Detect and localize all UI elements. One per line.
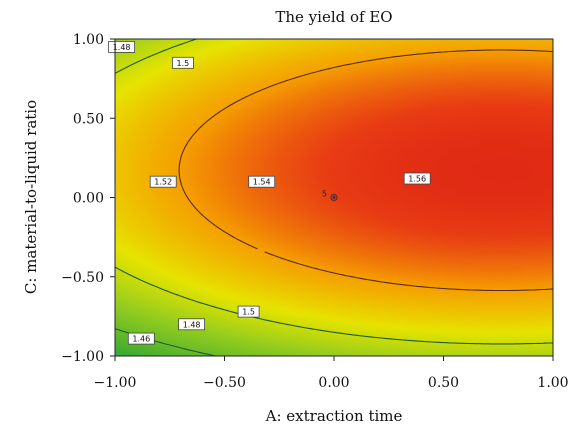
- contour-label-box: [149, 175, 177, 188]
- contour-label-text: 1.52: [154, 178, 172, 187]
- y-tick-label: 0.50: [73, 111, 104, 127]
- contour-labels: 1.48 1.5 1.52 1.54 1.56 1.5 1.48 1.46: [108, 41, 431, 345]
- x-tick-label: −0.50: [203, 375, 246, 391]
- contour-label: 1.5: [171, 56, 194, 69]
- x-tick-label: −1.00: [94, 375, 137, 391]
- plot-area: 1.48 1.5 1.52 1.54 1.56 1.5 1.48 1.46 5: [108, 38, 554, 357]
- x-tick-label: 0.00: [318, 375, 349, 391]
- contour-label-box: [108, 41, 135, 53]
- y-tick-label: 1.00: [73, 32, 104, 48]
- x-tick-label: 0.50: [428, 375, 459, 391]
- y-tick-label: 0.00: [73, 191, 104, 207]
- contour-label-text: 1.5: [177, 59, 190, 68]
- x-axis-title: A: extraction time: [265, 407, 403, 425]
- contour-label-box: [403, 172, 431, 185]
- design-point: 5: [322, 190, 338, 202]
- x-tick-label: 1.00: [537, 375, 568, 391]
- x-axis: −1.00 −0.50 0.00 0.50 1.00: [94, 356, 569, 391]
- contour-label-box: [127, 332, 155, 345]
- contour-label: 1.54: [248, 175, 276, 188]
- contour-label-box: [178, 318, 206, 331]
- design-point-center: [332, 196, 336, 199]
- contour-label-text: 1.54: [253, 178, 271, 187]
- contour-label-text: 1.48: [183, 320, 201, 329]
- y-tick-label: −0.50: [61, 270, 104, 286]
- contour-label: 1.46: [127, 332, 155, 345]
- y-tick-label: −1.00: [61, 349, 104, 365]
- contour-label-box: [248, 175, 276, 188]
- contour-label: 1.48: [108, 41, 135, 53]
- contour-label: 1.48: [178, 318, 206, 331]
- y-axis-title: C: material-to-liquid ratio: [22, 100, 40, 294]
- contour-label: 1.52: [149, 175, 177, 188]
- y-axis: −1.00 −0.50 0.00 0.50 1.00: [61, 32, 115, 365]
- contour-label: 1.56: [403, 172, 431, 185]
- contour-label-text: 1.5: [242, 308, 255, 317]
- contour-line-1-52: [114, 38, 554, 345]
- design-point-label: 5: [322, 190, 327, 199]
- plot-title: The yield of EO: [275, 8, 392, 26]
- contour-line-1-54: [178, 49, 554, 292]
- contour-label-text: 1.46: [132, 335, 150, 344]
- contour-label-text: 1.48: [113, 43, 131, 52]
- contour-label-box: [237, 305, 260, 318]
- contour-label-box: [171, 56, 194, 69]
- contour-label-text: 1.56: [408, 175, 426, 184]
- contour-label: 1.5: [237, 305, 260, 318]
